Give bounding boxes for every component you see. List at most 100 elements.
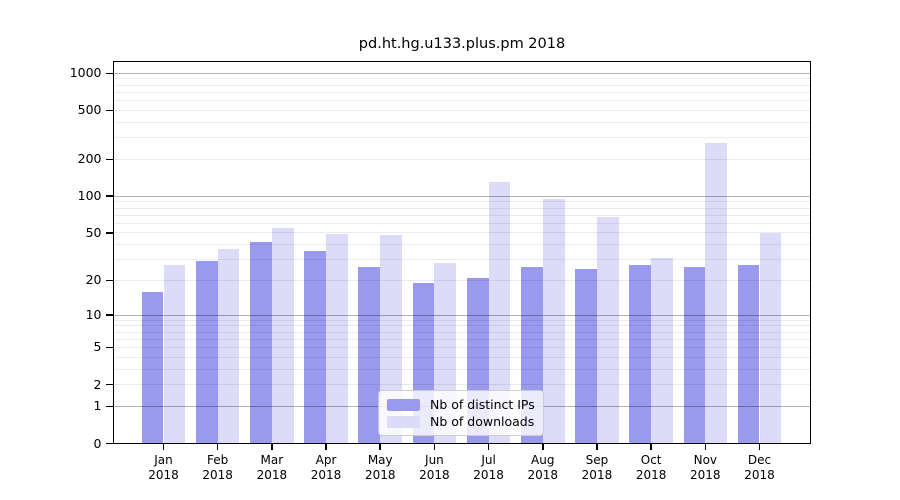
gridline-minor (112, 214, 811, 216)
x-tick (704, 443, 707, 450)
gridline-minor (112, 78, 811, 80)
x-tick (216, 443, 219, 450)
x-tick (650, 443, 652, 450)
x-tick (487, 443, 490, 450)
y-tick (106, 279, 113, 282)
y-tick-label: 5 (93, 339, 102, 355)
bar-downloads-oct (651, 257, 673, 444)
x-tick-label: Aug 2018 (527, 452, 559, 482)
y-tick-label: 2 (93, 376, 102, 392)
bar-ips-oct (629, 264, 652, 444)
x-tick-label: Dec 2018 (744, 452, 775, 482)
x-tick-label: May 2018 (364, 452, 396, 482)
x-tick (542, 443, 544, 450)
y-tick-label: 1000 (69, 65, 102, 81)
bar-downloads-apr (326, 233, 348, 444)
y-tick-label: 100 (77, 188, 102, 204)
gridline-minor (112, 325, 811, 327)
legend-item-distinct-ips: Nb of distinct IPs (387, 396, 535, 413)
y-tick-label: 200 (77, 151, 102, 167)
bar-ips-mar (250, 241, 272, 444)
gridline-minor (112, 258, 811, 260)
y-tick (106, 158, 113, 161)
chart-title: pd.ht.hg.u133.plus.pm 2018 (358, 36, 566, 52)
gridline-minor (112, 384, 811, 386)
x-tick-label: Apr 2018 (310, 452, 342, 482)
x-tick-label: Jan 2018 (148, 452, 179, 482)
bar-downloads-feb (217, 248, 240, 444)
gridline-minor (112, 84, 811, 86)
bar-downloads-jul (488, 182, 511, 444)
gridline-minor (112, 368, 811, 370)
y-tick (106, 232, 113, 234)
bar-ips-apr (304, 251, 327, 444)
y-tick (106, 195, 113, 197)
gridline-minor (112, 158, 811, 160)
gridline-major (112, 314, 811, 316)
y-tick (106, 442, 113, 445)
x-tick (596, 443, 598, 450)
legend-item-downloads: Nb of downloads (387, 413, 535, 430)
x-tick-label: Sep 2018 (581, 452, 613, 482)
bar-downloads-dec (759, 232, 782, 444)
legend-swatch-downloads (387, 415, 420, 428)
gridline-minor (112, 338, 811, 340)
x-tick (379, 443, 381, 450)
gridline-minor (112, 91, 811, 93)
y-tick (106, 346, 113, 349)
gridline-minor (112, 222, 811, 224)
gridline-minor (112, 207, 811, 209)
gridline-minor (112, 137, 811, 139)
bar-ips-jan (141, 291, 164, 444)
x-tick (758, 443, 761, 450)
gridline-minor (112, 121, 811, 123)
x-tick (433, 443, 436, 450)
y-tick-label: 10 (85, 307, 102, 322)
gridline-minor (112, 232, 811, 234)
x-tick-label: Feb 2018 (202, 452, 233, 482)
bar-downloads-nov (705, 143, 728, 444)
x-tick-label: Jun 2018 (419, 452, 450, 482)
gridline-minor (112, 346, 811, 348)
gridline-minor (112, 201, 811, 203)
gridline-minor (112, 331, 811, 333)
legend-label-downloads: Nb of downloads (430, 414, 535, 429)
x-tick (325, 443, 327, 450)
y-tick (106, 405, 113, 408)
x-tick-label: Oct 2018 (635, 452, 667, 482)
legend: Nb of distinct IPs Nb of downloads (378, 390, 544, 436)
bar-ips-sep (575, 268, 597, 444)
legend-label-distinct-ips: Nb of distinct IPs (430, 397, 535, 412)
bar-ips-dec (737, 264, 760, 444)
y-tick-label: 1 (93, 398, 102, 414)
y-tick-label: 20 (85, 272, 102, 288)
y-tick-label: 50 (85, 224, 102, 240)
bar-ips-may (358, 266, 381, 444)
x-tick-label: Mar 2018 (256, 452, 288, 482)
bar-downloads-jan (163, 264, 186, 444)
gridline-major (112, 72, 811, 74)
x-tick-label: Nov 2018 (690, 452, 721, 482)
x-tick (162, 443, 165, 450)
x-tick (271, 443, 273, 450)
gridline-minor (112, 319, 811, 321)
gridline-minor (112, 109, 811, 111)
bar-ips-feb (195, 261, 218, 444)
y-tick (106, 109, 113, 112)
gridline-major (112, 195, 811, 197)
y-tick-label: 0 (93, 435, 102, 451)
gridline-minor (112, 356, 811, 358)
bar-downloads-mar (271, 227, 294, 444)
y-tick-label: 500 (77, 102, 102, 118)
gridline-minor (112, 279, 811, 281)
legend-swatch-distinct-ips (387, 398, 420, 411)
bar-downloads-aug (542, 198, 565, 444)
y-tick (106, 72, 113, 75)
bar-downloads-sep (596, 217, 619, 444)
bar-ips-nov (683, 266, 706, 444)
gridline-minor (112, 100, 811, 102)
gridline-minor (112, 244, 811, 245)
x-tick-label: Jul 2018 (473, 452, 504, 482)
y-tick (106, 383, 113, 386)
